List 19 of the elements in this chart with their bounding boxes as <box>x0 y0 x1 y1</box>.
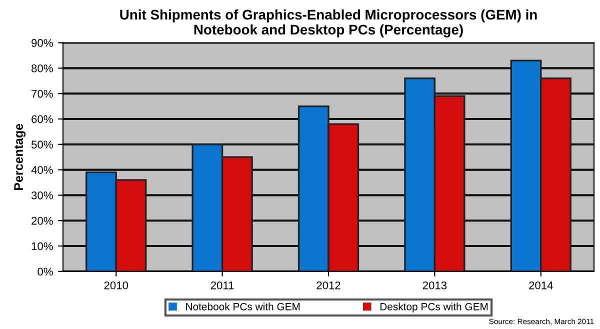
x-tick-label: 2012 <box>316 281 340 290</box>
y-tick-label: 10% <box>32 242 53 250</box>
y-axis-title: Percentage <box>14 124 26 190</box>
x-tick-label: 2011 <box>210 281 234 290</box>
y-tick-label: 40% <box>31 166 53 174</box>
y-tick-label: 80% <box>32 64 53 72</box>
x-tick-label: 2010 <box>104 281 128 290</box>
y-tick-label: 90% <box>32 39 53 47</box>
y-tick-label: 60% <box>32 115 53 124</box>
x-tick-label: 2014 <box>529 281 553 290</box>
y-tick-label: 30% <box>31 191 53 200</box>
y-tick-label: 0% <box>38 268 53 276</box>
chart-title: Unit Shipments of Graphics-Enabled Microprocessors (GEM) in Notebook and Desktop PCs (Percentage) <box>120 9 537 38</box>
y-tick-label: 20% <box>32 216 53 225</box>
y-tick-label: 70% <box>32 90 53 98</box>
legend-label: Notebook PCs with GEM <box>186 302 300 310</box>
legend-label: Desktop PCs with GEM <box>380 302 488 312</box>
y-tick-label: 50% <box>31 140 53 149</box>
x-tick-label: 2013 <box>422 281 447 290</box>
